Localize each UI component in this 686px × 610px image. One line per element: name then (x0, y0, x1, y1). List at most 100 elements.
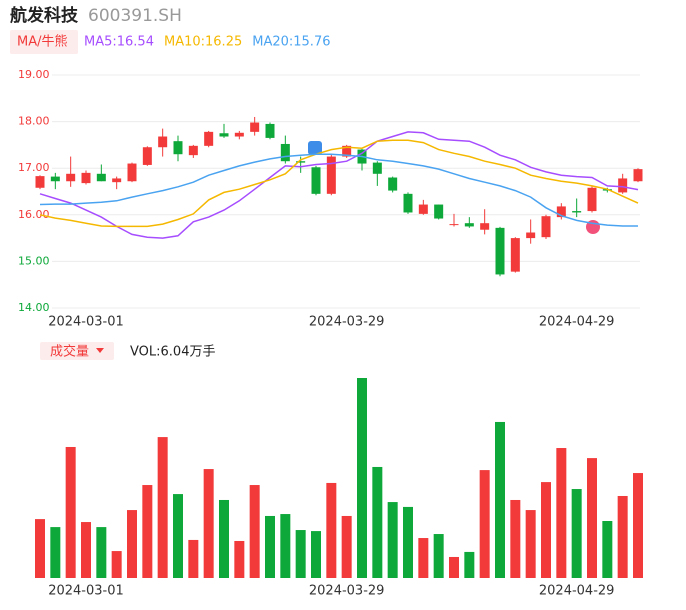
indicator-button[interactable]: MA/牛熊 (17, 34, 68, 50)
volume-bar (96, 527, 107, 578)
candle-body (81, 172, 91, 184)
candle-body (250, 122, 260, 132)
volume-bar (50, 527, 61, 578)
volume-bar (418, 538, 429, 578)
x-tick-label: 2024-03-01 (48, 584, 124, 599)
volume-bar (587, 458, 597, 578)
candle-body (495, 227, 505, 275)
volume-bar (265, 515, 275, 578)
legend-item: MA20:15.76 (252, 35, 330, 50)
y-tick-label: 14.00 (18, 301, 50, 314)
candle-body (219, 133, 229, 137)
candle-body (96, 173, 106, 182)
volume-bar (464, 551, 475, 578)
candle-body (188, 145, 198, 156)
candle-body (234, 132, 244, 137)
candle-body (403, 193, 413, 213)
y-tick-label: 16.00 (18, 208, 50, 221)
volume-bar (65, 446, 76, 578)
chart-title: 航发科技 (10, 5, 79, 26)
volume-bar (234, 540, 245, 578)
volume-bar (541, 482, 551, 578)
volume-bar (326, 482, 337, 578)
volume-bar (111, 551, 122, 578)
candle-body (280, 143, 290, 162)
x-tick-label: 2024-03-29 (309, 584, 385, 599)
volume-bar (403, 506, 413, 578)
candle-body (587, 187, 597, 212)
candle-body (296, 161, 306, 163)
signal-icon (308, 141, 322, 155)
x-tick-label: 2024-04-29 (539, 315, 615, 330)
volume-bar (142, 485, 153, 578)
candle-body (418, 204, 428, 214)
ma-line (39, 139, 639, 228)
volume-bar (387, 502, 398, 578)
candle-body (66, 173, 76, 182)
volume-bar (295, 530, 306, 578)
candle-body (480, 223, 490, 230)
volume-bar (249, 485, 260, 578)
candle-body (326, 156, 336, 194)
ma-line (39, 131, 639, 239)
volume-bar (633, 473, 643, 578)
ma-line (39, 153, 638, 227)
volume-bar (188, 539, 199, 578)
volume-button-bg[interactable] (40, 342, 114, 360)
candle-body (388, 177, 398, 191)
volume-label: VOL:6.04万手 (130, 345, 215, 360)
candle-body (526, 232, 536, 239)
volume-bar (341, 515, 352, 578)
indicator-button-bg[interactable] (10, 30, 78, 54)
volume-bar (525, 510, 536, 578)
candle-body (572, 211, 582, 213)
candle-body (510, 238, 520, 272)
volume-bar (617, 495, 628, 578)
candle-body (173, 141, 183, 155)
volume-bar (35, 519, 45, 578)
volume-bar (510, 499, 521, 578)
volume-bar (280, 514, 291, 578)
candle-body (434, 204, 444, 219)
volume-bar (173, 494, 183, 578)
volume-bar (495, 421, 505, 578)
candle-body (265, 123, 275, 138)
y-tick-label: 17.00 (18, 161, 50, 174)
x-tick-label: 2024-03-01 (48, 315, 124, 330)
volume-bar (372, 466, 383, 578)
x-tick-label: 2024-04-29 (539, 584, 615, 599)
volume-bar (203, 469, 214, 578)
candle-body (556, 206, 566, 218)
volume-bar (479, 470, 490, 578)
volume-bar (449, 556, 459, 578)
y-tick-label: 18.00 (18, 115, 50, 128)
volume-button[interactable]: 成交量 (50, 344, 89, 360)
candle-body (311, 167, 321, 194)
volume-bar (571, 489, 582, 578)
volume-bar (556, 448, 567, 578)
x-tick-label: 2024-03-29 (309, 315, 385, 330)
legend-item: MA10:16.25 (164, 35, 242, 50)
volume-bar (602, 521, 613, 578)
dropdown-arrow[interactable] (96, 348, 104, 353)
y-tick-label: 19.00 (18, 68, 50, 81)
volume-bar (357, 378, 367, 578)
candle-body (618, 178, 628, 193)
candle-body (112, 178, 122, 183)
y-tick-label: 15.00 (18, 254, 50, 267)
stock-code: 600391.SH (88, 6, 182, 26)
candle-body (35, 176, 45, 188)
volume-bar (311, 531, 321, 578)
volume-bar (219, 499, 229, 578)
volume-bar (157, 437, 168, 578)
candle-body (372, 162, 382, 174)
candle-body (127, 163, 137, 182)
candle-body (449, 224, 459, 226)
candle-body (50, 176, 60, 182)
volume-bar (81, 522, 91, 578)
volume-bar (127, 510, 137, 578)
candle-body (158, 136, 168, 148)
candle-body (342, 145, 352, 157)
